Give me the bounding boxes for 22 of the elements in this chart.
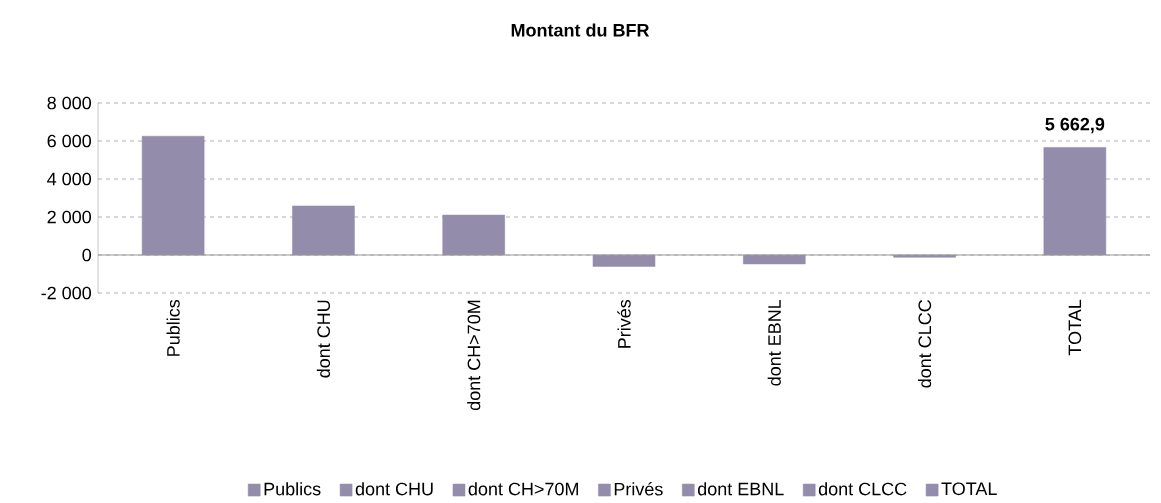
x-tick-label: dont CHU	[316, 300, 331, 378]
legend-label: TOTAL	[941, 482, 997, 495]
y-tick-label: 0	[82, 248, 92, 262]
x-tick-label: TOTAL	[1068, 299, 1082, 356]
y-tick-label: 2 000	[47, 210, 92, 224]
data-label: 5 662,9	[1045, 117, 1105, 133]
y-tick-label: -2 000	[41, 286, 92, 300]
x-tick-label: dont CH>70M	[467, 300, 481, 410]
x-tick-label: Privés	[617, 299, 631, 348]
x-tick-label: dont CLCC	[917, 299, 932, 388]
legend-label: Privés	[614, 481, 663, 496]
y-tick-label: 6 000	[47, 134, 92, 148]
y-tick-label: 8 000	[47, 96, 92, 110]
x-tick-label: Publics	[166, 299, 180, 356]
legend-label: Publics	[264, 481, 321, 496]
legend-label: dont CLCC	[818, 481, 907, 496]
legend-label: dont EBNL	[697, 481, 784, 496]
legend-label: dont CHU	[355, 481, 433, 496]
chart-title: Montant du BFR	[511, 23, 650, 37]
y-tick-label: 4 000	[47, 172, 92, 186]
x-tick-label: dont EBNL	[767, 299, 781, 386]
legend-label: dont CH>70M	[468, 481, 578, 496]
